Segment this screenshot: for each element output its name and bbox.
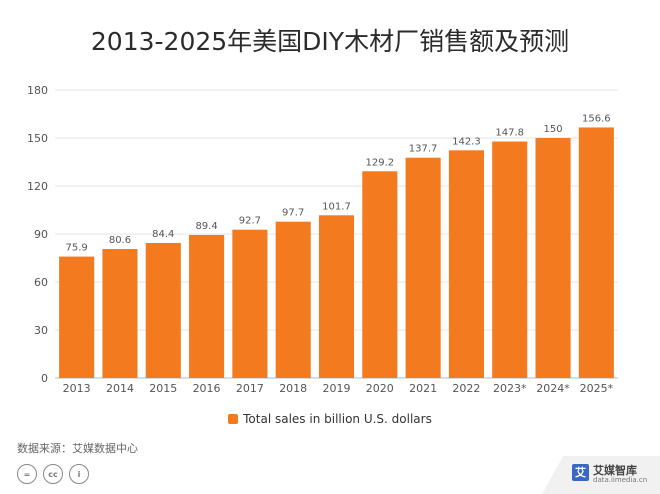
bar-chart: 0 30 60 90 120 150 180 75.9 80.6 84.4 89.4 92.7 97.… (27, 84, 618, 395)
brand-name: 艾媒智库 (593, 464, 637, 477)
bar (189, 234, 225, 378)
brand-url: data.iimedia.cn (593, 476, 648, 484)
bar (362, 171, 398, 378)
x-tick-label: 2025* (580, 382, 614, 395)
data-label: 75.9 (66, 243, 88, 254)
x-tick-label: 2019 (323, 382, 351, 395)
x-tick-label: 2017 (236, 382, 264, 395)
bar (145, 242, 181, 378)
bar (59, 256, 95, 378)
x-tick-label: 2021 (409, 382, 437, 395)
data-label: 89.4 (195, 221, 217, 232)
bars (59, 127, 614, 378)
data-label: 137.7 (409, 144, 438, 155)
x-tick-label: 2024* (536, 382, 570, 395)
bar (232, 229, 268, 378)
data-label: 101.7 (322, 201, 351, 212)
license-attribution-icon: i (69, 464, 89, 484)
data-label: 84.4 (152, 229, 174, 240)
data-label: 92.7 (239, 216, 261, 227)
x-tick-label: 2022 (452, 382, 480, 395)
license-cc-icon: cc (43, 464, 63, 484)
data-label: 129.2 (365, 157, 394, 168)
y-tick-label: 150 (27, 132, 48, 145)
x-tick-label: 2016 (193, 382, 221, 395)
x-tick-label: 2015 (149, 382, 177, 395)
brand-badge: 艾 艾媒智库 data.iimedia.cn (542, 456, 660, 494)
bar (448, 150, 484, 378)
legend-label: Total sales in billion U.S. dollars (243, 412, 432, 426)
x-tick-label: 2013 (63, 382, 91, 395)
bar (405, 157, 441, 378)
y-tick-label: 0 (41, 372, 48, 385)
brand-logo-icon: 艾 (572, 464, 589, 481)
data-label: 97.7 (282, 208, 304, 219)
y-tick-label: 120 (27, 180, 48, 193)
data-label: 142.3 (452, 136, 481, 147)
y-axis-ticks: 0 30 60 90 120 150 180 (27, 84, 48, 385)
bar (275, 221, 311, 378)
y-tick-label: 90 (34, 228, 48, 241)
legend: Total sales in billion U.S. dollars (0, 412, 660, 426)
bar (578, 127, 614, 378)
license-icons: = cc i (17, 464, 89, 484)
data-labels: 75.9 80.6 84.4 89.4 92.7 97.7 101.7 129.2 137.7 1… (66, 113, 611, 253)
x-axis-ticks: 2013 2014 2015 2016 2017 2018 2019 2020 2021 2022… (63, 382, 614, 395)
y-tick-label: 60 (34, 276, 48, 289)
data-label: 80.6 (109, 235, 131, 246)
x-tick-label: 2018 (279, 382, 307, 395)
bar (318, 215, 355, 378)
x-tick-label: 2020 (366, 382, 394, 395)
chart-title: 2013-2025年美国DIY木材厂销售额及预测 (90, 27, 570, 56)
bar (535, 138, 571, 378)
bar (102, 249, 138, 378)
bar (492, 141, 528, 378)
legend-swatch (228, 414, 239, 424)
y-tick-label: 30 (34, 324, 48, 337)
data-label: 147.8 (495, 128, 524, 139)
x-tick-label: 2014 (106, 382, 134, 395)
y-tick-label: 180 (27, 84, 48, 97)
x-tick-label: 2023* (493, 382, 527, 395)
license-equal-icon: = (17, 464, 37, 484)
source-note: 数据来源：艾媒数据中心 (17, 442, 138, 455)
data-label: 150 (543, 124, 562, 135)
data-label: 156.6 (582, 113, 611, 124)
